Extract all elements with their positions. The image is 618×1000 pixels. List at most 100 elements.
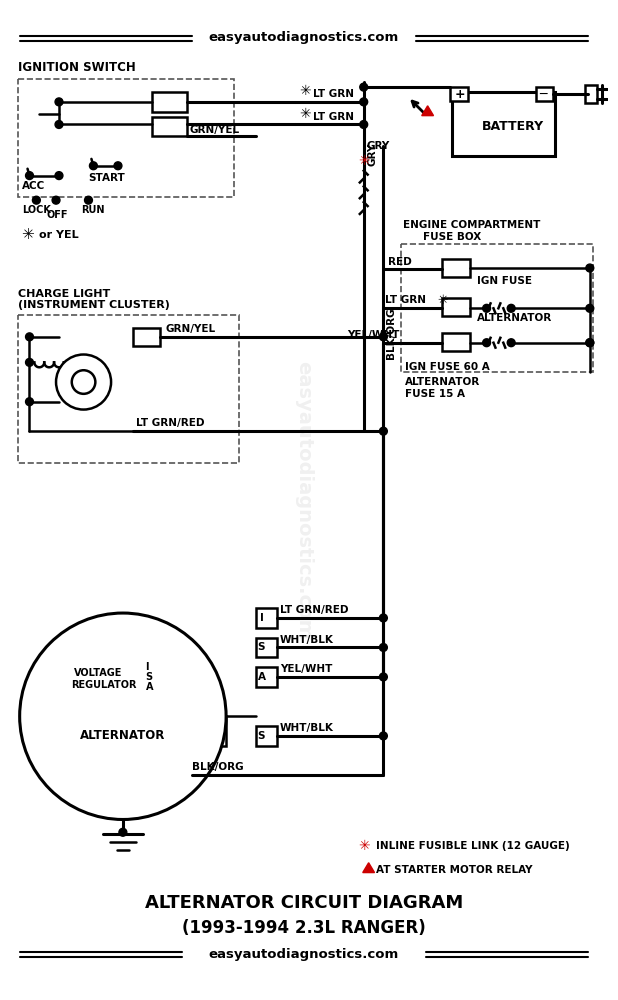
Text: OFF: OFF: [46, 210, 68, 220]
Text: LT GRN/RED: LT GRN/RED: [136, 418, 204, 428]
Bar: [452, 92, 556, 156]
Text: ENGINE COMPARTMENT: ENGINE COMPARTMENT: [403, 220, 540, 230]
Circle shape: [25, 333, 33, 341]
Text: LT GRN: LT GRN: [313, 112, 353, 122]
Text: ALTERNATOR: ALTERNATOR: [405, 377, 480, 387]
Text: REGULATOR: REGULATOR: [71, 680, 137, 690]
Text: RUN: RUN: [82, 205, 105, 215]
Circle shape: [56, 355, 111, 410]
Circle shape: [72, 370, 95, 394]
Text: LT GRN: LT GRN: [313, 89, 353, 99]
Bar: [192, 716, 226, 746]
Bar: [256, 608, 277, 628]
Text: ✳: ✳: [21, 227, 34, 242]
Circle shape: [360, 83, 368, 91]
Circle shape: [483, 339, 491, 347]
Text: (INSTRUMENT CLUSTER): (INSTRUMENT CLUSTER): [18, 300, 169, 310]
Circle shape: [586, 339, 594, 347]
Bar: [133, 328, 160, 346]
Text: FUSE 15 A: FUSE 15 A: [405, 389, 465, 399]
Circle shape: [25, 358, 33, 366]
Text: VOLTAGE: VOLTAGE: [74, 668, 122, 678]
Bar: [59, 657, 153, 706]
Circle shape: [586, 264, 594, 272]
Text: +: +: [454, 88, 465, 101]
Circle shape: [483, 304, 491, 312]
Circle shape: [90, 162, 97, 170]
Text: (1993-1994 2.3L RANGER): (1993-1994 2.3L RANGER): [182, 919, 426, 937]
Polygon shape: [421, 106, 433, 116]
Text: GRN/YEL: GRN/YEL: [165, 324, 215, 334]
Circle shape: [52, 196, 60, 204]
Circle shape: [379, 673, 387, 681]
Text: START: START: [88, 173, 125, 183]
Circle shape: [55, 98, 63, 106]
Bar: [18, 315, 239, 463]
Text: LOCK: LOCK: [22, 205, 51, 215]
Text: ✳: ✳: [299, 107, 311, 121]
Text: easyautodiagnostics.com: easyautodiagnostics.com: [209, 31, 399, 44]
Circle shape: [25, 172, 33, 180]
Circle shape: [360, 98, 368, 106]
Circle shape: [55, 172, 63, 180]
Text: GRN/YEL: GRN/YEL: [190, 125, 240, 135]
Bar: [536, 87, 554, 101]
Text: CHARGE LIGHT: CHARGE LIGHT: [18, 289, 110, 299]
Text: FUSE BOX: FUSE BOX: [423, 232, 481, 242]
Text: I: I: [260, 613, 263, 623]
Bar: [442, 298, 470, 316]
Text: GRY: GRY: [368, 142, 378, 166]
Text: GRY: GRY: [366, 141, 390, 151]
Text: or YEL: or YEL: [40, 230, 79, 240]
Bar: [256, 726, 277, 746]
Circle shape: [379, 614, 387, 622]
Text: YEL/WHT: YEL/WHT: [347, 330, 399, 340]
Circle shape: [114, 162, 122, 170]
Text: IGNITION SWITCH: IGNITION SWITCH: [18, 61, 135, 74]
Text: ✳: ✳: [358, 154, 370, 168]
Text: easyautodiagnostics.com: easyautodiagnostics.com: [209, 948, 399, 961]
Bar: [256, 667, 277, 687]
Text: S: S: [258, 642, 265, 652]
Text: BLK/ORG: BLK/ORG: [192, 762, 243, 772]
Circle shape: [85, 196, 93, 204]
Circle shape: [379, 732, 387, 740]
Circle shape: [32, 196, 40, 204]
Text: A: A: [258, 672, 266, 682]
Text: ALTERNATOR: ALTERNATOR: [476, 313, 552, 323]
Text: IGN FUSE: IGN FUSE: [476, 276, 531, 286]
Text: BATTERY: BATTERY: [481, 120, 544, 133]
Circle shape: [507, 339, 515, 347]
Circle shape: [119, 828, 127, 836]
Bar: [442, 259, 470, 277]
Text: YEL/WHT: YEL/WHT: [280, 664, 332, 674]
Circle shape: [20, 613, 226, 819]
Text: easyautodiagnostics.com: easyautodiagnostics.com: [294, 361, 313, 639]
Text: ─: ─: [539, 88, 546, 101]
Text: INLINE FUSIBLE LINK (12 GAUGE): INLINE FUSIBLE LINK (12 GAUGE): [376, 841, 569, 851]
Text: ACC: ACC: [22, 181, 45, 191]
Text: WHT/BLK: WHT/BLK: [280, 635, 334, 645]
Bar: [401, 244, 593, 372]
Circle shape: [379, 333, 387, 341]
Text: LT GRN/RED: LT GRN/RED: [280, 605, 349, 615]
Text: ALTERNATOR CIRCUIT DIAGRAM: ALTERNATOR CIRCUIT DIAGRAM: [145, 894, 463, 912]
Text: RED: RED: [388, 257, 412, 267]
Text: WHT/BLK: WHT/BLK: [280, 723, 334, 733]
Bar: [153, 117, 187, 136]
Circle shape: [586, 304, 594, 312]
Text: AT STARTER MOTOR RELAY: AT STARTER MOTOR RELAY: [376, 865, 532, 875]
Circle shape: [379, 427, 387, 435]
Polygon shape: [363, 863, 375, 873]
Circle shape: [507, 304, 515, 312]
Text: ✳: ✳: [358, 839, 370, 853]
Bar: [18, 79, 234, 197]
Text: A: A: [145, 682, 153, 692]
Circle shape: [379, 644, 387, 651]
Text: BLK/ORG: BLK/ORG: [386, 307, 396, 359]
Bar: [442, 333, 470, 351]
Text: ALTERNATOR: ALTERNATOR: [80, 729, 166, 742]
Text: LT GRN: LT GRN: [386, 295, 426, 305]
Bar: [256, 638, 277, 657]
Text: S: S: [258, 731, 265, 741]
